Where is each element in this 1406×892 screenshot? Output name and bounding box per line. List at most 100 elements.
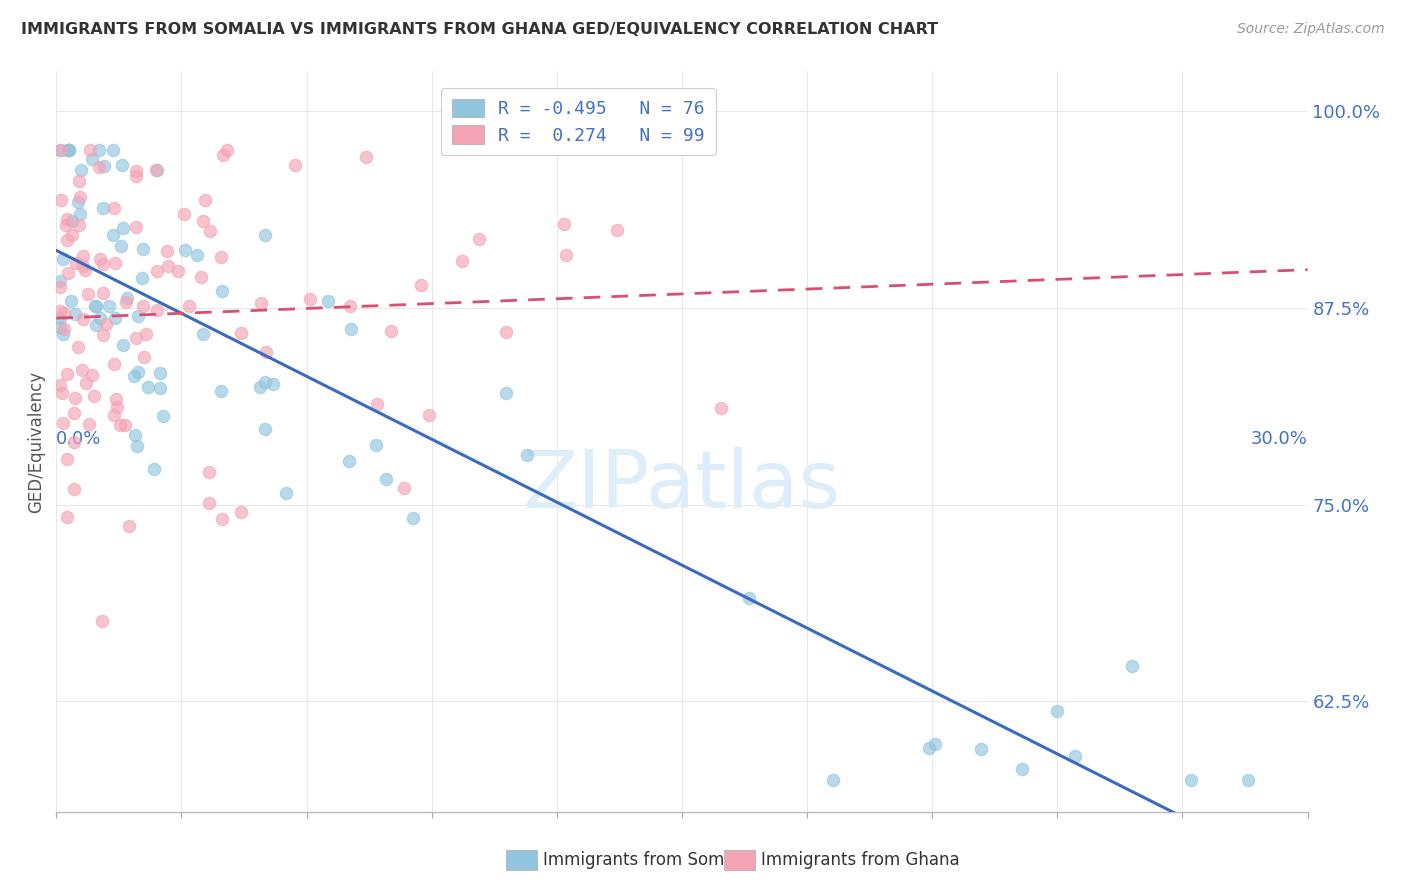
Point bbox=[146, 263, 169, 277]
Point bbox=[191, 214, 214, 228]
Point bbox=[135, 327, 157, 342]
Point bbox=[105, 401, 128, 415]
Point bbox=[132, 350, 155, 364]
Point bbox=[115, 294, 138, 309]
Point bbox=[254, 375, 277, 389]
Point bbox=[156, 244, 179, 258]
Point bbox=[1064, 749, 1087, 764]
Point bbox=[125, 220, 148, 235]
Point bbox=[105, 392, 128, 406]
Point bbox=[49, 193, 72, 207]
Point bbox=[132, 300, 155, 314]
Point bbox=[451, 254, 474, 268]
Point bbox=[392, 481, 415, 495]
Point bbox=[190, 269, 212, 284]
Point bbox=[111, 338, 134, 352]
Text: Immigrants from Somalia: Immigrants from Somalia bbox=[543, 851, 754, 869]
Point bbox=[495, 385, 517, 400]
Point bbox=[112, 220, 135, 235]
Point bbox=[174, 243, 197, 257]
Point bbox=[250, 296, 273, 310]
Point bbox=[211, 512, 233, 526]
Point bbox=[103, 409, 125, 423]
Point bbox=[91, 201, 114, 215]
Point bbox=[84, 299, 107, 313]
Point bbox=[80, 368, 103, 382]
Point bbox=[738, 591, 761, 605]
Point bbox=[131, 242, 153, 256]
Point bbox=[516, 448, 538, 462]
Point bbox=[212, 147, 235, 161]
Point bbox=[56, 212, 79, 227]
Point bbox=[1011, 763, 1033, 777]
Point bbox=[58, 266, 80, 280]
Point bbox=[70, 162, 93, 177]
Point bbox=[356, 150, 378, 164]
Point bbox=[145, 302, 167, 317]
Point bbox=[366, 438, 388, 452]
Point bbox=[67, 195, 90, 210]
Point bbox=[52, 252, 75, 266]
Text: Source: ZipAtlas.com: Source: ZipAtlas.com bbox=[1237, 22, 1385, 37]
Point bbox=[554, 248, 576, 262]
Point bbox=[1237, 773, 1260, 788]
Point bbox=[339, 299, 361, 313]
Point bbox=[337, 454, 360, 468]
Point bbox=[55, 510, 77, 524]
Point bbox=[63, 307, 86, 321]
Point bbox=[146, 163, 169, 178]
Point bbox=[55, 218, 77, 232]
Point bbox=[1121, 659, 1143, 673]
Point bbox=[122, 368, 145, 383]
Point bbox=[254, 228, 277, 243]
Point bbox=[103, 201, 125, 215]
Point bbox=[823, 773, 845, 788]
Point bbox=[131, 271, 153, 285]
Point bbox=[211, 285, 233, 299]
Point bbox=[53, 322, 76, 336]
Point bbox=[72, 312, 94, 326]
Point bbox=[149, 381, 172, 395]
Point bbox=[87, 143, 110, 157]
Point bbox=[65, 391, 87, 405]
Point bbox=[249, 380, 271, 394]
Point bbox=[56, 143, 79, 157]
Point bbox=[75, 376, 97, 390]
Point bbox=[63, 435, 86, 450]
Text: 30.0%: 30.0% bbox=[1251, 431, 1308, 449]
Point bbox=[87, 160, 110, 174]
Point bbox=[380, 324, 402, 338]
Point bbox=[91, 328, 114, 343]
Point bbox=[495, 326, 517, 340]
Point bbox=[51, 385, 73, 400]
Point bbox=[55, 451, 77, 466]
Point bbox=[72, 260, 94, 274]
Point bbox=[177, 299, 200, 313]
Point bbox=[89, 252, 111, 266]
Point bbox=[82, 153, 104, 167]
Point bbox=[69, 207, 91, 221]
Point bbox=[77, 287, 100, 301]
Point bbox=[72, 249, 94, 263]
Point bbox=[49, 274, 72, 288]
Point bbox=[468, 232, 491, 246]
Point bbox=[198, 496, 221, 510]
Point bbox=[49, 319, 72, 334]
Point bbox=[156, 259, 179, 273]
Point bbox=[125, 169, 148, 183]
Point bbox=[111, 158, 134, 172]
Point bbox=[101, 228, 124, 243]
Point bbox=[229, 504, 252, 518]
Point bbox=[173, 206, 195, 220]
Point bbox=[209, 384, 232, 398]
Point bbox=[924, 737, 946, 751]
Point bbox=[51, 326, 73, 341]
Point bbox=[125, 330, 148, 344]
Point bbox=[58, 143, 80, 157]
Point bbox=[149, 366, 172, 380]
Point bbox=[49, 378, 72, 392]
Point bbox=[67, 174, 90, 188]
Point bbox=[186, 248, 208, 262]
Point bbox=[409, 278, 432, 293]
Point bbox=[49, 143, 72, 157]
